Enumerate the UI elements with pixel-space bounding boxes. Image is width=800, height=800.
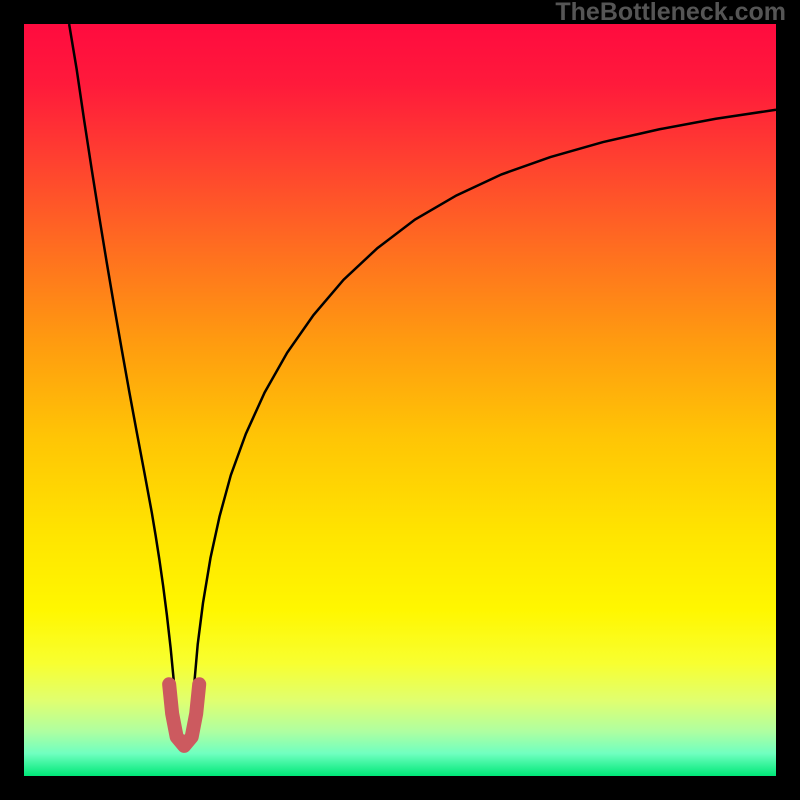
curve-trough xyxy=(169,684,199,746)
curve-left xyxy=(69,24,174,687)
watermark-text: TheBottleneck.com xyxy=(555,0,786,27)
curve-layer xyxy=(24,24,776,776)
curve-right xyxy=(194,110,776,688)
plot-area xyxy=(24,24,776,776)
chart-container: TheBottleneck.com xyxy=(0,0,800,800)
